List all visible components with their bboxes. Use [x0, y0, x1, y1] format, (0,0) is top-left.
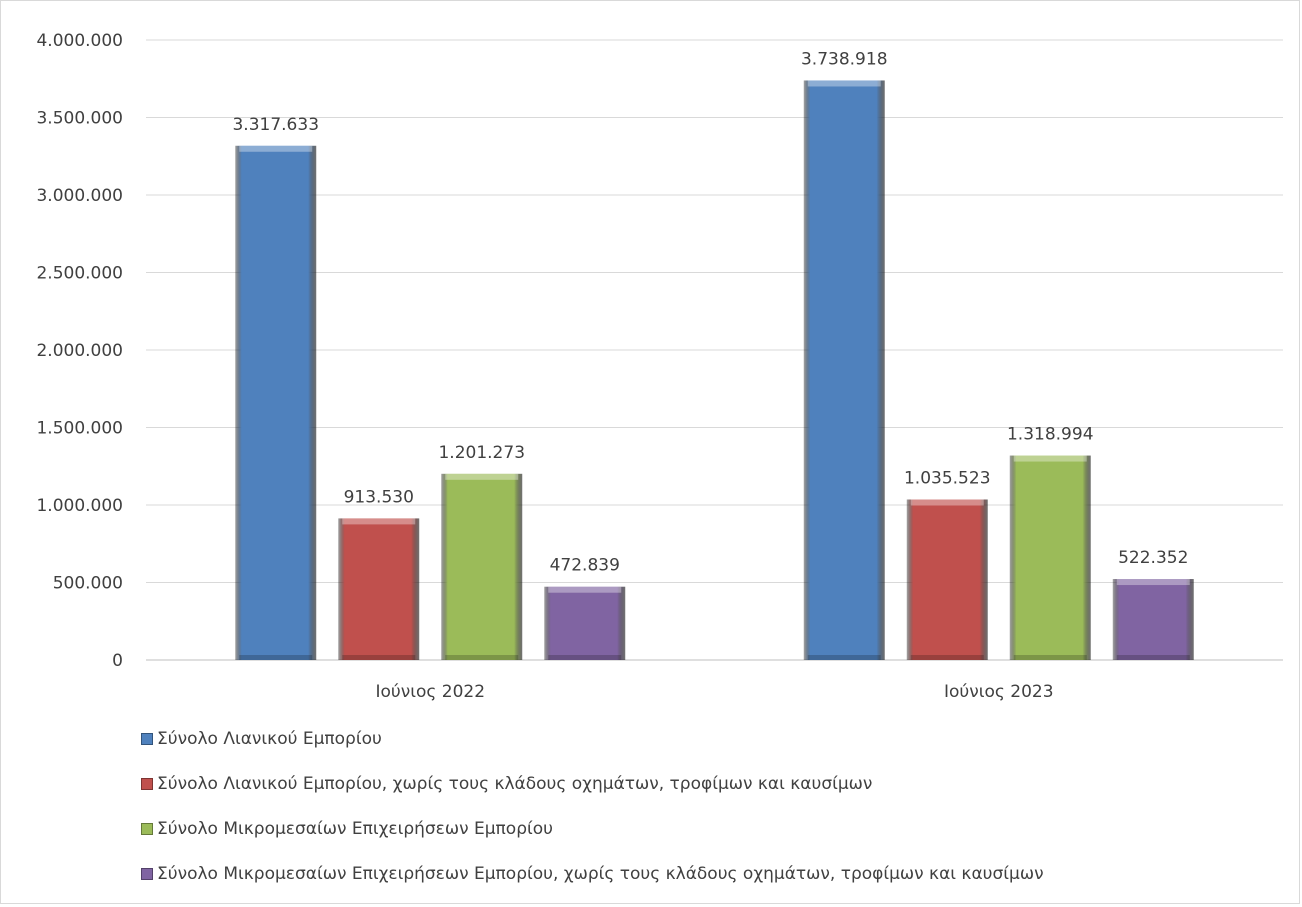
bar[interactable] — [338, 518, 420, 660]
bar-shadow — [239, 655, 313, 660]
bar-highlight — [445, 473, 519, 480]
legend-swatch — [141, 778, 153, 790]
data-label: 472.839 — [550, 556, 620, 576]
gridlines — [146, 39, 1283, 661]
legend-item[interactable]: Σύνολο Μικρομεσαίων Επιχειρήσεων Εμπορίο… — [141, 862, 1044, 886]
bar-shadow — [1116, 655, 1190, 660]
legend: Σύνολο Λιανικού Εμπορίου Σύνολο Λιανικού… — [141, 727, 1044, 907]
legend-swatch — [141, 823, 153, 835]
bar-shadow — [807, 655, 881, 660]
y-tick-label: 3.000.000 — [36, 186, 123, 206]
bar-chart: 0 500.000 1.000.000 1.500.000 2.000.000 2.500… — [36, 31, 1283, 702]
bar[interactable] — [1009, 455, 1091, 660]
bar[interactable] — [544, 586, 626, 660]
data-label: 3.317.633 — [232, 115, 319, 135]
bar-highlight — [239, 145, 313, 152]
data-labels: 3.317.633 913.530 1.201.273 472.839 3.738.91… — [232, 49, 1188, 575]
bar-highlight — [1013, 455, 1087, 462]
y-tick-label: 2.000.000 — [36, 341, 123, 361]
legend-item[interactable]: Σύνολο Λιανικού Εμπορίου, χωρίς τους κλά… — [141, 772, 1044, 796]
bar[interactable] — [1112, 579, 1194, 660]
y-tick-label: 4.000.000 — [36, 31, 123, 51]
bar-shadow — [445, 655, 519, 660]
bar[interactable] — [906, 499, 988, 660]
bar[interactable] — [235, 145, 317, 660]
y-tick-label: 500.000 — [53, 574, 123, 594]
bar-shadow — [910, 655, 984, 660]
x-category-label: Ιούνιος 2023 — [944, 682, 1054, 702]
bar-highlight — [548, 586, 622, 593]
legend-swatch — [141, 733, 153, 745]
legend-swatch — [141, 868, 153, 880]
y-tick-label: 3.500.000 — [36, 109, 123, 129]
data-label: 1.035.523 — [904, 468, 991, 488]
data-label: 1.201.273 — [438, 443, 525, 463]
bar-shadow — [1013, 655, 1087, 660]
legend-label: Σύνολο Μικρομεσαίων Επιχειρήσεων Εμπορίο… — [157, 819, 553, 839]
legend-label: Σύνολο Λιανικού Εμπορίου, χωρίς τους κλά… — [157, 774, 873, 794]
bar-shadow — [342, 655, 416, 660]
legend-item[interactable]: Σύνολο Λιανικού Εμπορίου — [141, 727, 1044, 751]
legend-label: Σύνολο Μικρομεσαίων Επιχειρήσεων Εμπορίο… — [157, 864, 1044, 884]
bar-highlight — [910, 499, 984, 506]
data-label: 522.352 — [1118, 548, 1188, 568]
y-tick-label: 2.500.000 — [36, 264, 123, 284]
y-tick-label: 0 — [112, 651, 123, 671]
bar-highlight — [1116, 579, 1190, 586]
y-axis: 0 500.000 1.000.000 1.500.000 2.000.000 2.500… — [36, 31, 123, 671]
data-label: 1.318.994 — [1007, 425, 1094, 445]
data-label: 913.530 — [344, 487, 414, 507]
y-tick-label: 1.500.000 — [36, 419, 123, 439]
x-category-label: Ιούνιος 2022 — [375, 682, 485, 702]
bar[interactable] — [441, 473, 523, 660]
bar-shadow — [548, 655, 622, 660]
y-tick-label: 1.000.000 — [36, 496, 123, 516]
legend-label: Σύνολο Λιανικού Εμπορίου — [157, 729, 382, 749]
bar[interactable] — [803, 80, 885, 660]
x-axis: Ιούνιος 2022 Ιούνιος 2023 — [375, 682, 1053, 702]
legend-item[interactable]: Σύνολο Μικρομεσαίων Επιχειρήσεων Εμπορίο… — [141, 817, 1044, 841]
bar-highlight — [342, 518, 416, 525]
bars — [235, 80, 1194, 660]
data-label: 3.738.918 — [801, 49, 888, 69]
bar-highlight — [807, 80, 881, 87]
